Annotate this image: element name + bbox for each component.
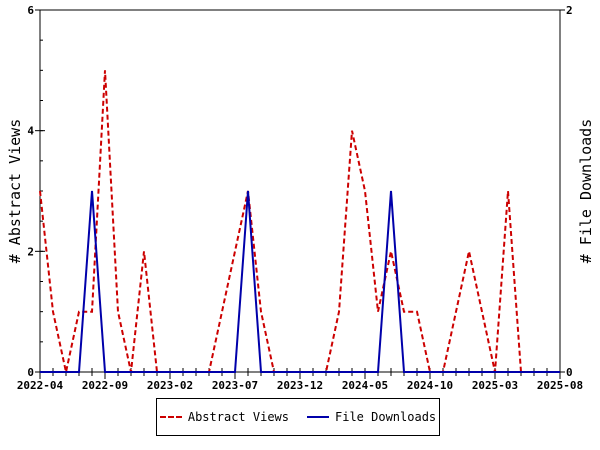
legend-label-file-downloads: File Downloads	[335, 410, 437, 424]
x-tick-label: 2022-04	[17, 379, 64, 392]
legend-item-abstract-views: Abstract Views	[159, 410, 289, 424]
x-tick-label: 2025-08	[537, 379, 583, 392]
y-tick-label: 0	[27, 366, 34, 379]
x-tick-label: 2024-05	[342, 379, 388, 392]
legend-item-file-downloads: File Downloads	[307, 410, 436, 424]
series-layer	[39, 70, 560, 373]
x-tick-label: 2024-10	[407, 379, 453, 392]
legend: Abstract Views File Downloads	[156, 398, 440, 436]
legend-swatch-abstract-views	[159, 416, 182, 418]
legend-label-abstract-views: Abstract Views	[187, 410, 289, 424]
y-tick-label: 4	[27, 125, 34, 138]
plot-area	[39, 9, 561, 373]
x-tick-label: 2022-09	[82, 379, 128, 392]
series-line-file-downloads	[40, 190, 560, 373]
y-axis-title: # Abstract Views	[6, 119, 24, 264]
x-tick-label: 2023-12	[277, 379, 323, 392]
y2-tick-label: 2	[566, 4, 573, 17]
y2-axis-title: # File Downloads	[577, 119, 595, 264]
y-tick-label: 2	[27, 245, 34, 258]
x-tick-label: 2025-03	[472, 379, 518, 392]
y2-tick-label: 0	[566, 366, 573, 379]
legend-swatch-file-downloads	[307, 416, 329, 418]
x-tick-label: 2023-02	[147, 379, 193, 392]
x-tick-label: 2023-07	[212, 379, 258, 392]
y-tick-label: 6	[27, 4, 34, 17]
